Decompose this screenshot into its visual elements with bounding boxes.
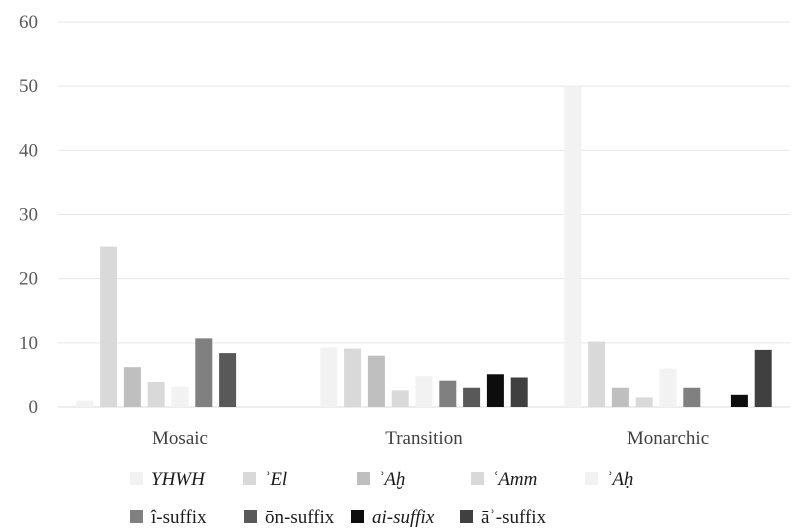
category-label-monarchic: Monarchic — [627, 428, 709, 449]
legend-swatch-4 — [585, 472, 598, 485]
bars — [76, 86, 772, 408]
legend-label-1: ʾEl — [264, 469, 287, 490]
bar-transition-7 — [486, 374, 504, 407]
gridlines — [58, 21, 790, 408]
legend-label-8: āʾ-suffix — [481, 507, 547, 528]
bar-mosaic-6 — [219, 353, 237, 407]
bar-monarchic-8 — [754, 349, 772, 407]
legend-swatch-7 — [351, 510, 364, 523]
bar-transition-2 — [367, 355, 385, 407]
legend-label-7: ai-suffix — [372, 507, 435, 528]
legend-label-4: ʾAḥ — [606, 469, 633, 490]
bar-monarchic-2 — [611, 387, 629, 407]
bar-mosaic-1 — [100, 246, 118, 407]
bar-transition-6 — [463, 387, 481, 407]
category-label-transition: Transition — [385, 428, 463, 449]
y-tick-label: 0 — [29, 397, 39, 418]
bar-transition-0 — [320, 347, 338, 407]
bar-transition-1 — [344, 348, 362, 407]
y-tick-label: 40 — [19, 140, 38, 161]
bar-monarchic-3 — [635, 397, 653, 407]
y-tick-label: 50 — [19, 76, 38, 97]
y-tick-label: 20 — [19, 269, 38, 290]
legend-swatch-3 — [471, 472, 484, 485]
bar-mosaic-3 — [147, 381, 165, 407]
legend-label-0: YHWH — [151, 469, 206, 490]
bar-mosaic-2 — [123, 367, 141, 407]
legend: YHWH ʾEl ʾAḫ ʿAmm ʾAḥ î-suffix ōn-suffix ai-suf… — [130, 469, 633, 528]
y-tick-label: 30 — [19, 205, 38, 226]
legend-swatch-6 — [244, 510, 257, 523]
bar-transition-3 — [391, 390, 409, 407]
bar-monarchic-4 — [659, 368, 677, 407]
legend-swatch-8 — [460, 510, 473, 523]
legend-label-3: ʿAmm — [492, 469, 537, 490]
legend-label-5: î-suffix — [150, 507, 207, 528]
bar-monarchic-0 — [564, 86, 582, 408]
bar-mosaic-4 — [171, 386, 189, 407]
bar-monarchic-7 — [730, 394, 748, 407]
bar-transition-8 — [510, 377, 528, 407]
y-axis-tick-labels: 0 10 20 30 40 50 60 — [19, 12, 38, 418]
bar-mosaic-5 — [195, 338, 213, 407]
legend-swatch-0 — [130, 472, 143, 485]
legend-label-2: ʾAḫ — [378, 469, 405, 490]
legend-swatch-2 — [357, 472, 370, 485]
y-tick-label: 10 — [19, 333, 38, 354]
legend-label-6: ōn-suffix — [265, 507, 335, 528]
bar-transition-4 — [415, 376, 433, 407]
legend-swatch-5 — [130, 510, 143, 523]
bar-monarchic-1 — [588, 341, 606, 407]
legend-swatch-1 — [243, 472, 256, 485]
bar-transition-5 — [439, 380, 457, 407]
x-axis-category-labels: Mosaic Transition Monarchic — [152, 428, 709, 449]
bar-monarchic-5 — [683, 387, 701, 407]
category-label-mosaic: Mosaic — [152, 428, 208, 449]
bar-mosaic-0 — [76, 400, 94, 407]
y-tick-label: 60 — [19, 12, 38, 33]
